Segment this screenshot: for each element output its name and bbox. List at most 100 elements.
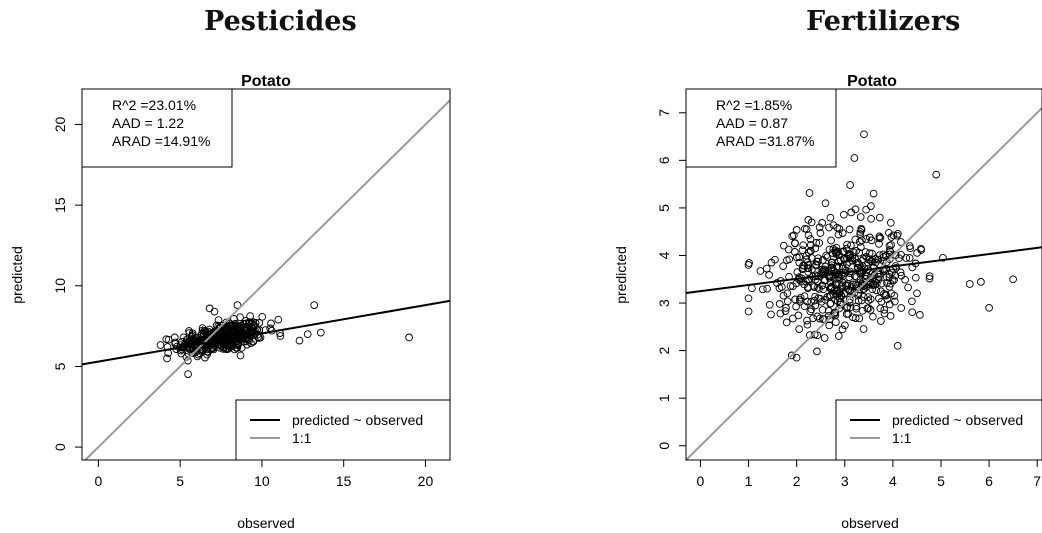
- data-point: [806, 247, 815, 255]
- data-point: [856, 213, 865, 221]
- data-point: [744, 294, 753, 303]
- data-point: [826, 299, 835, 308]
- data-point: [860, 130, 868, 139]
- data-point: [744, 307, 753, 316]
- data-point: [236, 351, 245, 360]
- data-point: [762, 264, 771, 273]
- data-point: [886, 218, 895, 227]
- data-point: [779, 262, 788, 270]
- data-point: [803, 316, 811, 325]
- data-point: [876, 304, 885, 313]
- data-point: [932, 170, 941, 179]
- data-point: [879, 250, 888, 259]
- data-point: [866, 306, 875, 314]
- data-point: [847, 208, 856, 217]
- data-point: [185, 329, 194, 337]
- data-point: [880, 305, 889, 314]
- data-point: [792, 253, 801, 262]
- data-point: [821, 295, 830, 304]
- data-point: [807, 305, 816, 314]
- data-point: [867, 202, 875, 210]
- data-point: [830, 286, 839, 295]
- y-tick-label: 4: [656, 251, 672, 259]
- data-point: [767, 310, 775, 319]
- data-point: [177, 349, 186, 358]
- data-point: [867, 214, 875, 223]
- data-point: [811, 301, 820, 310]
- legend-box: [235, 399, 451, 461]
- data-point: [875, 213, 884, 222]
- y-tick-label: 5: [52, 362, 68, 370]
- data-point: [806, 235, 815, 243]
- y-tick-label: 0: [656, 442, 672, 450]
- data-point: [845, 295, 854, 304]
- data-point: [267, 319, 275, 328]
- data-point: [802, 251, 811, 260]
- data-point: [183, 356, 192, 365]
- y-axis-label: predicted: [9, 246, 25, 304]
- chart-title: Potato: [241, 73, 291, 90]
- data-point: [794, 311, 803, 320]
- data-point: [858, 268, 866, 277]
- data-point: [908, 297, 916, 306]
- fit-line: [82, 299, 450, 366]
- data-point: [843, 240, 851, 249]
- data-point: [838, 325, 847, 334]
- data-point: [779, 291, 788, 300]
- data-point: [243, 340, 251, 349]
- data-point: [246, 312, 254, 320]
- data-point: [227, 322, 236, 331]
- data-point: [913, 249, 921, 257]
- identity-line: [686, 106, 1042, 460]
- data-point: [858, 236, 866, 245]
- data-point: [875, 234, 884, 243]
- legend-label-identity: 1:1: [892, 430, 912, 446]
- stats-line: ARAD =31.87%: [716, 133, 814, 149]
- data-point: [977, 278, 985, 286]
- data-point: [875, 294, 883, 303]
- data-point: [887, 289, 896, 298]
- data-point: [869, 280, 878, 289]
- legend-label-identity: 1:1: [292, 430, 312, 446]
- data-point: [201, 353, 209, 362]
- data-point: [864, 296, 873, 305]
- data-point: [847, 241, 855, 250]
- data-point: [198, 324, 207, 332]
- data-point: [985, 303, 993, 312]
- data-point: [804, 261, 813, 269]
- data-point: [805, 189, 814, 197]
- data-point: [779, 241, 788, 250]
- data-point: [862, 235, 871, 243]
- data-point: [865, 267, 874, 275]
- data-point: [846, 303, 855, 312]
- y-tick-label: 7: [656, 109, 672, 117]
- data-point: [825, 321, 834, 330]
- data-point: [850, 154, 859, 162]
- data-point: [798, 265, 807, 273]
- data-point: [816, 229, 825, 237]
- data-point: [813, 347, 821, 356]
- data-point: [889, 264, 897, 273]
- data-point: [791, 239, 799, 248]
- data-point: [835, 257, 843, 266]
- data-point: [835, 279, 843, 288]
- data-point: [216, 330, 225, 339]
- data-point: [905, 242, 914, 250]
- data-point: [204, 327, 213, 336]
- data-point: [791, 295, 800, 304]
- data-point: [792, 353, 801, 362]
- data-point: [798, 246, 807, 255]
- data-point: [226, 343, 235, 351]
- data-point: [191, 333, 200, 342]
- plot-frame: [685, 88, 1042, 461]
- data-point: [814, 257, 822, 266]
- data-point: [872, 279, 881, 288]
- data-point: [817, 269, 825, 278]
- data-point: [241, 316, 250, 325]
- y-tick-label: 1: [656, 394, 672, 402]
- data-point: [763, 284, 772, 293]
- data-point: [925, 274, 934, 283]
- data-point: [841, 321, 849, 330]
- data-point: [887, 233, 896, 241]
- data-point: [805, 275, 814, 284]
